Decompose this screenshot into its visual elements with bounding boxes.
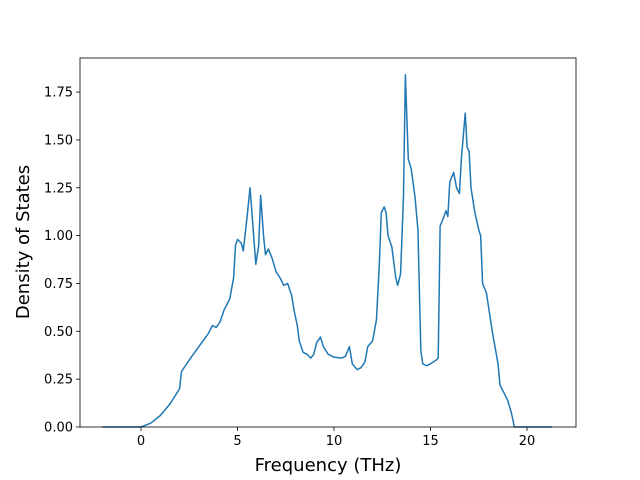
y-tick-label: 0.50 xyxy=(44,325,73,340)
y-tick-label: 1.75 xyxy=(44,86,73,101)
y-tick-label: 1.00 xyxy=(44,229,73,244)
y-tick-label: 0.75 xyxy=(44,277,73,292)
y-tick-label: 1.25 xyxy=(44,181,73,196)
x-tick-label: 15 xyxy=(422,434,439,449)
x-tick-label: 0 xyxy=(137,434,145,449)
y-axis-label: Density of States xyxy=(13,165,34,319)
x-tick-label: 10 xyxy=(326,434,343,449)
line-series xyxy=(102,74,553,428)
y-tick-label: 0.00 xyxy=(44,421,73,436)
x-tick-label: 5 xyxy=(233,434,241,449)
y-tick-label: 1.50 xyxy=(44,133,73,148)
x-axis-label: Frequency (THz) xyxy=(255,455,402,476)
plot-frame xyxy=(79,57,577,428)
x-tick-label: 20 xyxy=(519,434,536,449)
y-tick-label: 0.25 xyxy=(44,373,73,388)
